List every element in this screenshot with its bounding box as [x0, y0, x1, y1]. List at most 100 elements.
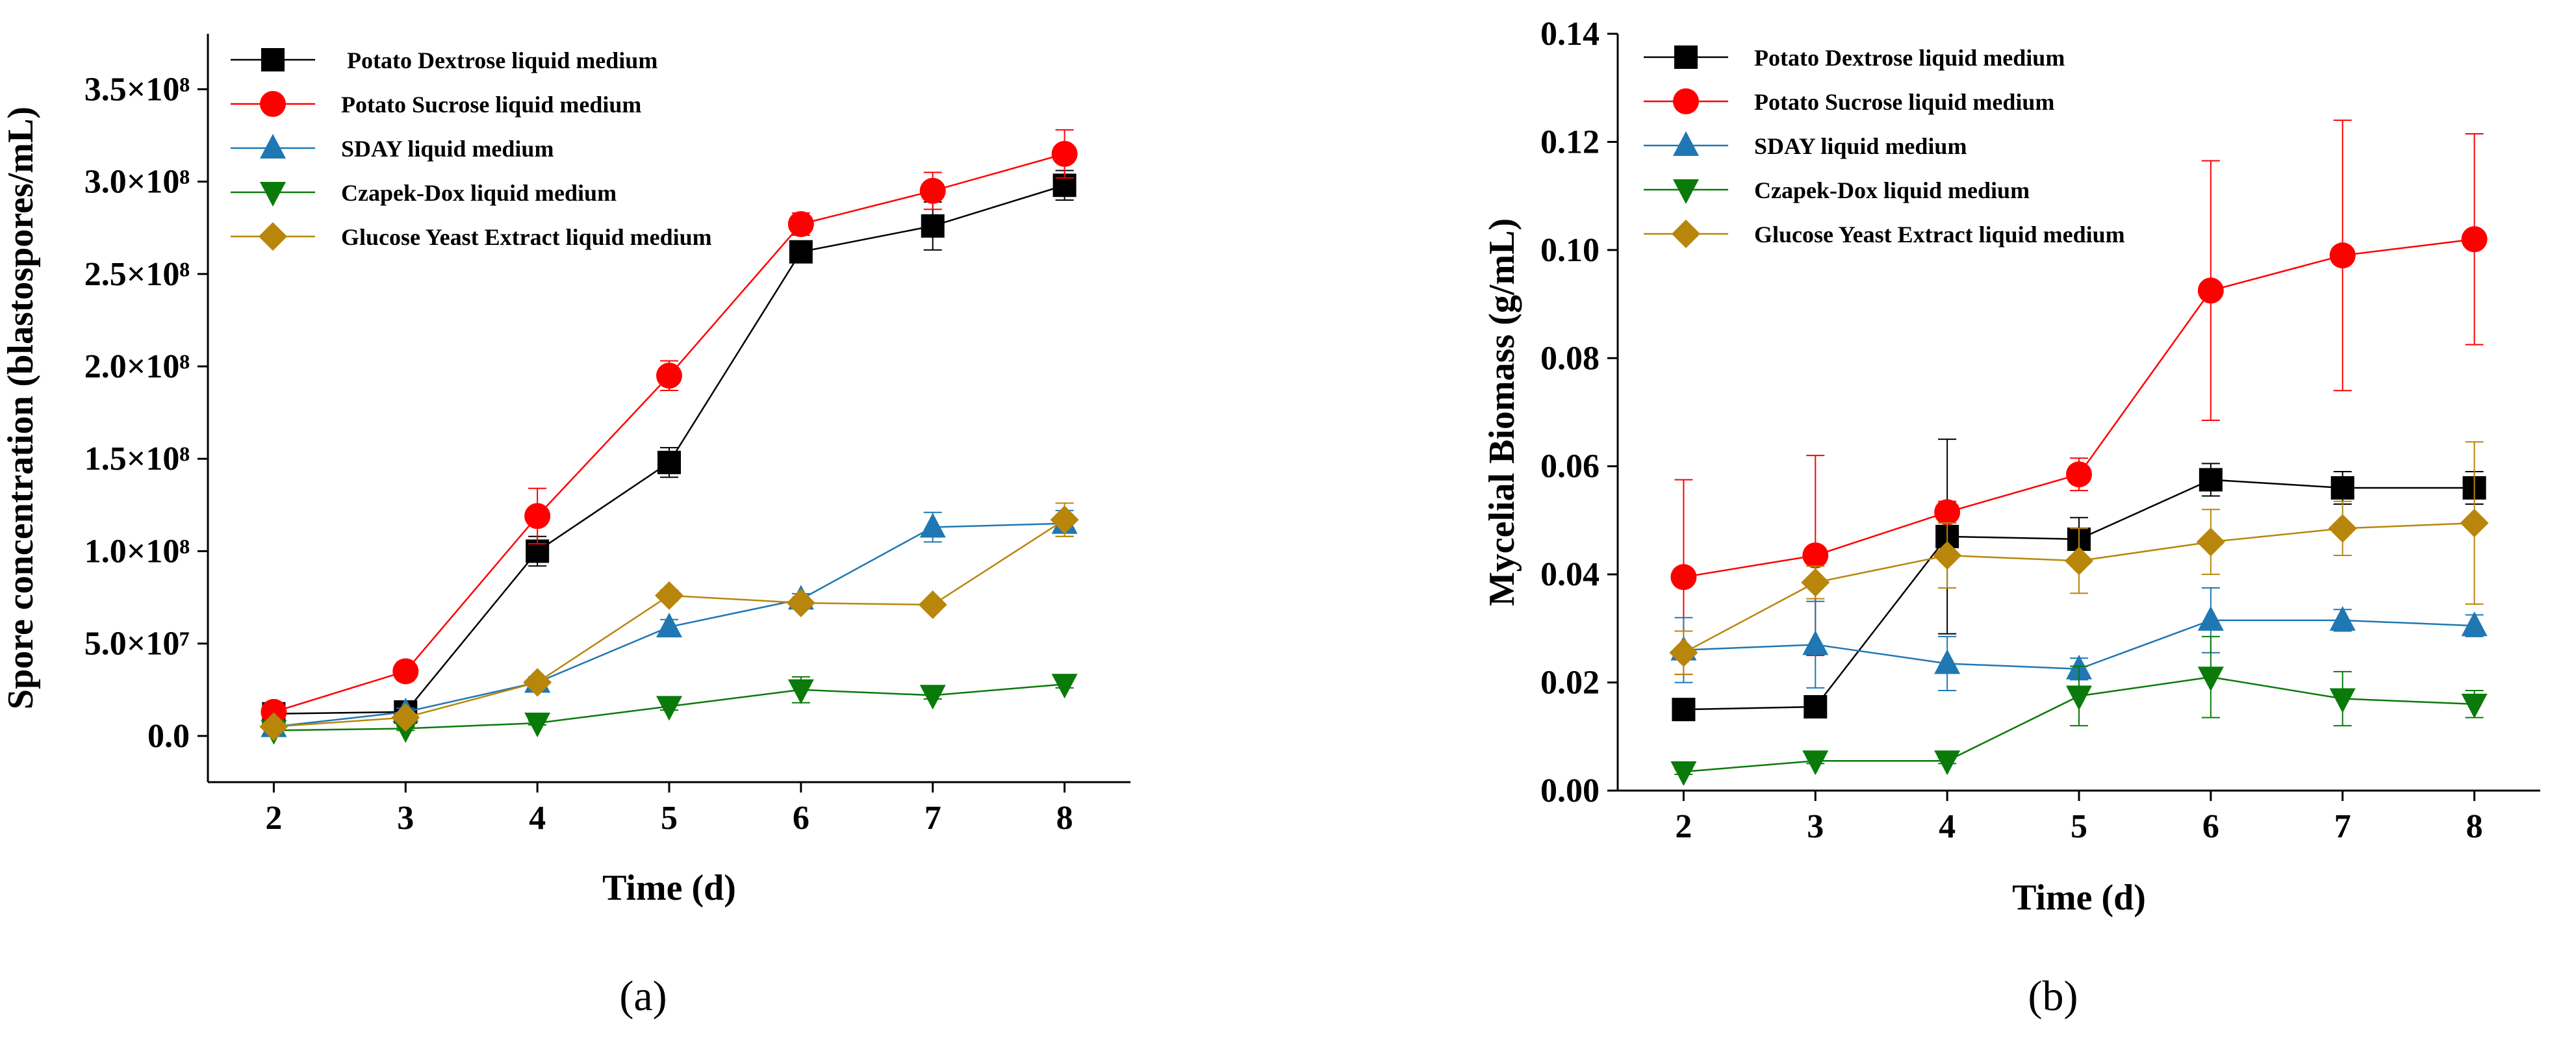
series-potato-dextrose-liquid-medium — [262, 170, 1077, 726]
x-tick-label: 2 — [1675, 808, 1692, 845]
legend-marker — [1673, 131, 1699, 156]
x-tick-label: 7 — [2334, 808, 2351, 845]
data-point — [1670, 761, 1697, 786]
x-tick-label: 2 — [265, 800, 282, 837]
x-tick-label: 5 — [2071, 808, 2087, 845]
data-point — [2197, 605, 2224, 631]
legend-marker — [260, 182, 286, 207]
data-point — [1802, 750, 1829, 776]
y-tick-label: 0.14 — [1540, 16, 1600, 53]
data-point — [656, 362, 682, 389]
data-point — [921, 214, 945, 238]
data-point — [259, 712, 288, 741]
data-point — [2328, 514, 2357, 543]
legend-label: Czapek-Dox liquid medium — [341, 180, 617, 206]
data-point — [2197, 277, 2224, 304]
data-point — [656, 613, 682, 638]
y-tick-label: 0.10 — [1540, 232, 1600, 269]
x-tick-label: 6 — [793, 800, 810, 837]
legend-label: Glucose Yeast Extract liquid medium — [341, 224, 712, 250]
data-point — [787, 210, 814, 237]
data-point — [789, 240, 813, 264]
y-tick-label: 0.08 — [1540, 340, 1600, 377]
data-point — [524, 503, 551, 529]
data-point — [2199, 468, 2223, 492]
data-point — [2065, 546, 2093, 576]
x-tick-label: 4 — [1939, 808, 1956, 845]
data-point — [523, 668, 552, 697]
y-tick-label: 3.5×10⁸ — [84, 71, 190, 108]
data-point — [1933, 541, 1962, 570]
x-tick-label: 4 — [529, 800, 546, 837]
data-point — [1669, 638, 1698, 667]
data-point — [392, 658, 419, 685]
series-potato-sucrose-liquid-medium — [261, 129, 1078, 725]
x-tick-label: 7 — [925, 800, 941, 837]
y-axis-title: Mycelial Biomass (g/mL) — [1482, 218, 1522, 606]
legend: Potato Dextrose liquid medium Potato Sucr… — [231, 47, 712, 251]
data-point — [657, 450, 681, 474]
legend-marker — [260, 91, 286, 117]
data-point — [1802, 630, 1829, 655]
y-tick-label: 0.04 — [1540, 556, 1600, 593]
x-tick-label: 5 — [661, 800, 678, 837]
data-point — [2329, 605, 2356, 631]
data-point — [1670, 564, 1697, 591]
x-axis-title: Time (d) — [602, 868, 736, 908]
legend-label: Potato Dextrose liquid medium — [341, 47, 657, 73]
legend-label: Czapek-Dox liquid medium — [1754, 177, 2030, 203]
x-tick-label: 3 — [1807, 808, 1824, 845]
legend-marker — [260, 134, 286, 159]
data-point — [1051, 140, 1078, 167]
series-glucose-yeast-extract-liquid-medium — [259, 502, 1079, 741]
legend-marker — [1673, 179, 1699, 204]
data-point — [2461, 611, 2488, 637]
legend-label: Potato Sucrose liquid medium — [1754, 89, 2054, 115]
x-tick-label: 6 — [2202, 808, 2219, 845]
y-tick-label: 0.12 — [1540, 123, 1600, 160]
data-point — [1934, 499, 1961, 526]
panel-label: (a) — [619, 972, 667, 1020]
data-point — [656, 696, 682, 721]
data-point — [261, 698, 287, 725]
data-point — [655, 581, 683, 610]
data-point — [787, 679, 814, 704]
x-tick-label: 8 — [1056, 800, 1073, 837]
data-point — [1934, 649, 1961, 674]
panel-label: (b) — [2028, 972, 2078, 1020]
y-tick-label: 2.5×10⁸ — [84, 256, 190, 293]
data-point — [919, 177, 946, 204]
legend-marker — [1672, 220, 1700, 248]
series-potato-sucrose-liquid-medium — [1670, 120, 2488, 676]
data-point — [2460, 509, 2489, 538]
data-point — [1051, 674, 1078, 699]
y-tick-label: 0.06 — [1540, 448, 1600, 485]
legend-marker — [261, 48, 285, 71]
x-axis-title: Time (d) — [2012, 878, 2146, 918]
y-tick-label: 2.0×10⁸ — [84, 348, 190, 385]
data-point — [919, 513, 946, 538]
legend-label: Potato Sucrose liquid medium — [341, 92, 641, 118]
data-point — [919, 685, 946, 710]
y-tick-label: 0.0 — [147, 718, 190, 755]
y-axis-title: Spore concentration (blastospores/mL) — [1, 107, 41, 709]
data-point — [2196, 527, 2225, 557]
legend-label: SDAY liquid medium — [1754, 133, 1967, 159]
data-point — [524, 712, 551, 737]
data-point — [2329, 242, 2356, 269]
data-point — [2461, 226, 2488, 253]
data-point — [1050, 505, 1079, 535]
x-tick-label: 3 — [397, 800, 414, 837]
legend-label: SDAY liquid medium — [341, 136, 554, 162]
data-point — [1672, 698, 1696, 722]
y-tick-label: 0.00 — [1540, 772, 1600, 809]
y-tick-label: 0.02 — [1540, 665, 1600, 702]
legend: Potato Dextrose liquid medium Potato Sucr… — [1644, 45, 2125, 248]
series-czapek-dox-liquid-medium — [261, 674, 1078, 745]
legend-marker — [1674, 45, 1698, 69]
data-point — [2329, 688, 2356, 713]
legend-marker — [1673, 88, 1699, 114]
data-point — [1804, 695, 1828, 719]
data-point — [1802, 542, 1829, 569]
